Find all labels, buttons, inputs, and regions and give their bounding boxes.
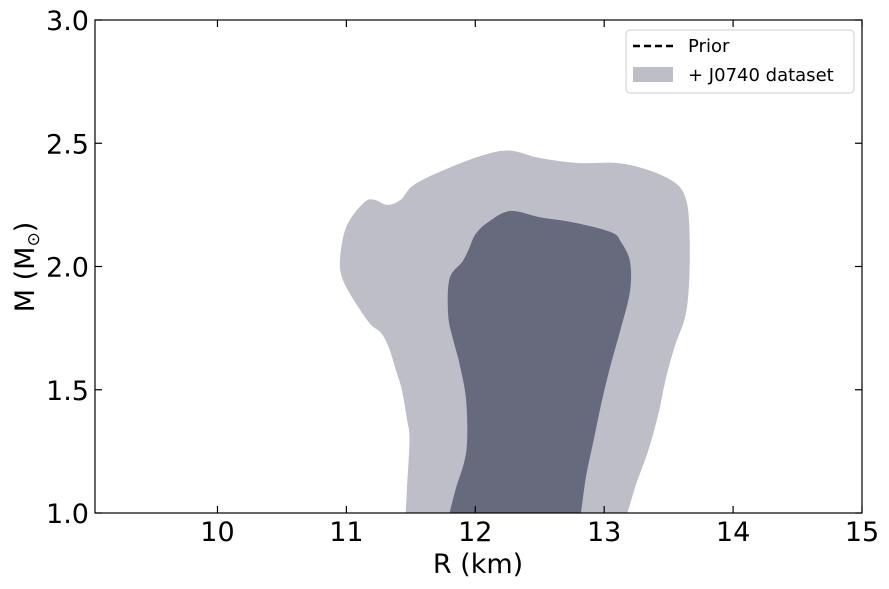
y-axis-label-main: M (M <box>10 247 41 313</box>
x-axis-label: R (km) <box>433 549 523 580</box>
y-tick-label: 1.0 <box>46 499 89 530</box>
x-tick-label: 15 <box>845 517 879 548</box>
legend-prior-label: Prior <box>688 36 730 57</box>
legend-box <box>625 29 855 94</box>
x-tick-label: 11 <box>329 517 363 548</box>
legend-j0740-swatch <box>633 67 673 82</box>
x-tick-label: 14 <box>716 517 750 548</box>
contours-layer <box>339 150 690 513</box>
legend-j0740-label: + J0740 dataset <box>688 65 834 86</box>
y-axis-label: M (M⊙) <box>10 222 44 313</box>
y-tick-label: 2.0 <box>46 253 89 284</box>
x-tick-labels: 10 11 12 13 14 15 <box>200 517 879 548</box>
y-axis-label-close: ) <box>10 222 41 233</box>
inner-credible-region <box>447 210 632 513</box>
y-tick-label: 1.5 <box>46 376 89 407</box>
legend: Prior + J0740 dataset <box>625 29 855 94</box>
y-tick-label: 3.0 <box>46 6 89 37</box>
x-tick-label: 13 <box>587 517 621 548</box>
y-axis-label-sub: ⊙ <box>24 232 44 246</box>
y-tick-label: 2.5 <box>46 129 89 160</box>
x-tick-label: 10 <box>200 517 234 548</box>
x-tick-label: 12 <box>458 517 492 548</box>
axis-ticks <box>95 19 863 514</box>
y-tick-labels: 1.0 1.5 2.0 2.5 3.0 <box>46 6 89 530</box>
